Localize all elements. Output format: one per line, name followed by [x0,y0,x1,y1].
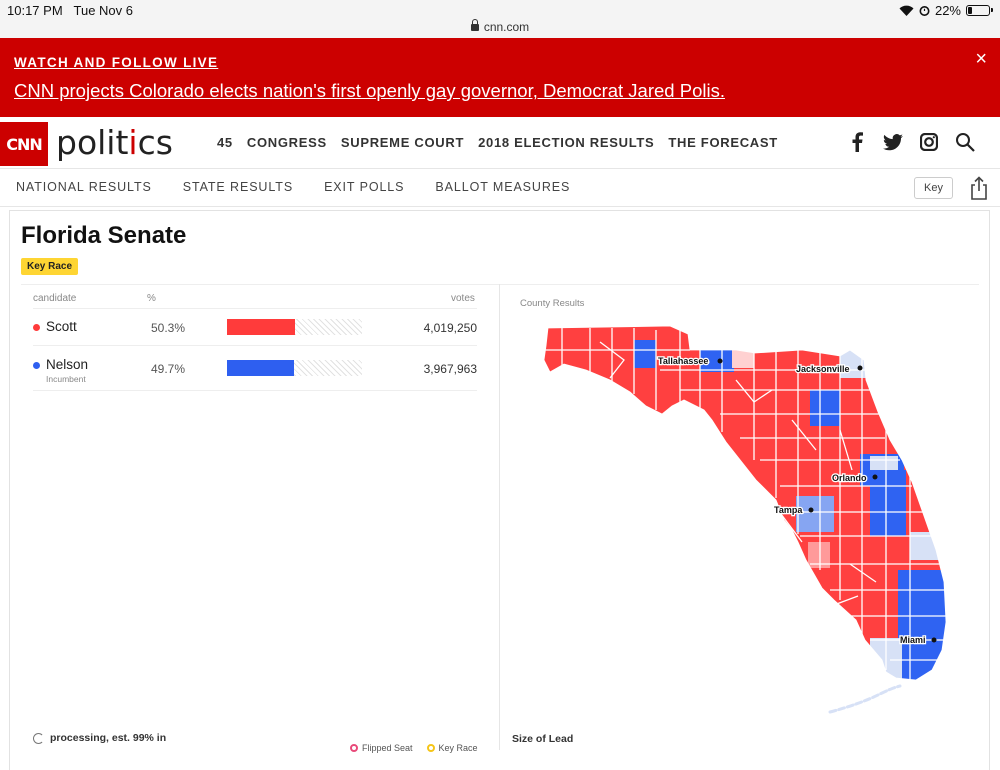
nav-item-supreme-court[interactable]: SUPREME COURT [340,135,465,150]
vote-share-bar [227,319,362,335]
close-icon[interactable]: × [975,48,987,70]
city-dot-tampa [808,507,814,513]
col-header-pct: % [147,293,156,304]
county-results-label: County Results [520,298,585,309]
city-dot-jacksonville [857,365,863,371]
politics-wordmark[interactable]: politics [56,123,173,162]
city-dot-tallahassee [717,358,723,364]
address-bar[interactable]: cnn.com [0,19,1000,34]
key-race-badge: Key Race [21,258,79,275]
key-button[interactable]: Key [914,177,953,199]
card-divider [21,284,979,285]
legend-flipped-seat: Flipped Seat [350,743,413,753]
social-icons [846,131,976,153]
table-head-rule [33,308,477,309]
city-label-jacksonville: Jacksonville [796,364,850,374]
subnav-ballot-measures[interactable]: BALLOT MEASURES [435,180,571,194]
processing-text: processing, est. 99% in [50,732,167,744]
city-label-orlando: Orlando [832,473,867,483]
candidate-votes: 3,967,963 [423,362,477,376]
city-label-tallahassee: Tallahassee [658,356,708,366]
subnav-national-results[interactable]: NATIONAL RESULTS [16,180,152,194]
subnav-state-results[interactable]: STATE RESULTS [182,180,294,194]
refresh-icon [33,732,44,744]
results-subnav: NATIONAL RESULTS STATE RESULTS EXIT POLL… [0,169,1000,207]
vote-share-bar [227,360,362,376]
city-label-tampa: Tampa [774,505,803,515]
processing-status: processing, est. 99% in [33,732,166,744]
col-header-votes: votes [451,293,475,304]
vote-share-fill [227,360,295,376]
nav-item-congress[interactable]: CONGRESS [246,135,327,150]
florida-county-map[interactable]: Tallahassee Jacksonville Orlando Tampa M… [540,320,955,720]
race-title: Florida Senate [21,222,187,249]
city-markers: Tallahassee Jacksonville Orlando Tampa M… [657,355,937,646]
city-label-miami: Miami [900,635,926,645]
vote-share-fill [227,319,295,335]
candidate-name: Scott [46,319,77,334]
banner-headline[interactable]: CNN projects Colorado elects nation's fi… [14,80,725,101]
candidate-pct: 50.3% [151,321,186,335]
nav-item-forecast[interactable]: THE FORECAST [668,135,778,150]
party-dot [33,324,40,331]
ios-status-bar: 10:17 PM Tue Nov 6 cnn.com 22% [0,0,1000,38]
incumbent-label: Incumbent [46,374,86,384]
cnn-logo[interactable]: CNN [0,122,48,166]
candidate-row-scott[interactable]: Scott 50.3% 4,019,250 [33,309,477,346]
alarm-icon [919,6,930,16]
banner-label[interactable]: WATCH AND FOLLOW LIVE [14,55,219,70]
candidate-name: Nelson [46,357,89,372]
city-dot-miami [931,637,937,643]
col-header-candidate: candidate [33,293,77,304]
column-divider [499,284,500,750]
twitter-icon[interactable] [882,131,904,153]
candidate-pct: 49.7% [151,362,186,376]
county-boundaries [544,328,946,680]
lock-icon [470,19,479,31]
wifi-icon [899,5,914,16]
site-header: CNN politics 45 CONGRESS SUPREME COURT 2… [0,117,1000,169]
facebook-icon[interactable] [846,131,868,153]
search-icon[interactable] [954,131,976,153]
candidate-votes: 4,019,250 [423,321,477,335]
legend-key-race: Key Race [426,743,478,753]
main-nav: 45 CONGRESS SUPREME COURT 2018 ELECTION … [217,135,778,150]
subnav-exit-polls[interactable]: EXIT POLLS [324,180,405,194]
breaking-banner: WATCH AND FOLLOW LIVE CNN projects Color… [0,38,1000,117]
status-time: 10:17 PM Tue Nov 6 [7,3,133,18]
status-right: 22% [899,3,993,18]
race-legend: Flipped Seat Key Race [350,743,478,753]
instagram-icon[interactable] [918,131,940,153]
candidate-row-nelson[interactable]: Nelson Incumbent 49.7% 3,967,963 [33,346,477,391]
battery-percent: 22% [934,3,961,18]
url-text: cnn.com [483,20,530,34]
size-of-lead-label: Size of Lead [512,733,574,745]
florida-keys [828,684,902,714]
battery-icon [966,5,993,16]
share-icon[interactable] [969,176,989,200]
nav-item-45[interactable]: 45 [217,135,233,150]
race-card [9,210,990,770]
party-dot [33,362,40,369]
wordmark-accent: i [128,123,138,162]
nav-item-election-results[interactable]: 2018 ELECTION RESULTS [478,135,655,150]
city-dot-orlando [872,474,878,480]
